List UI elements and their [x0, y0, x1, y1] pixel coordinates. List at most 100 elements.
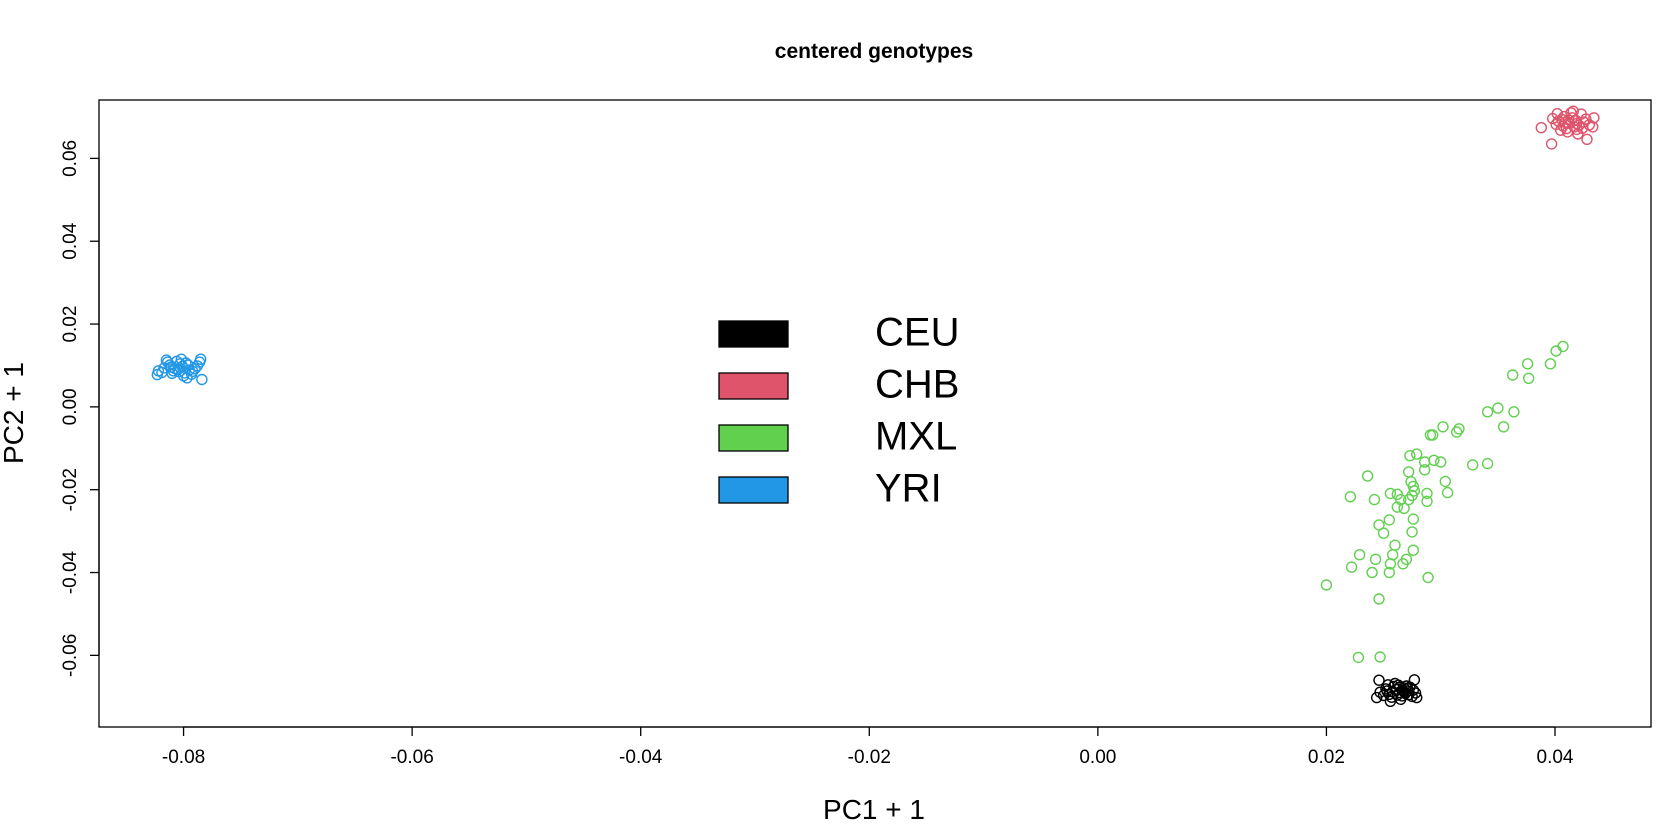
- y-tick-label: 0.02: [60, 306, 81, 343]
- y-tick-label: -0.02: [60, 468, 81, 511]
- data-point: [1368, 493, 1381, 506]
- data-point: [1353, 549, 1366, 561]
- data-point: [1384, 558, 1397, 570]
- data-point: [1418, 464, 1431, 476]
- x-axis: -0.08 -0.06 -0.04 -0.02 0.00 0.02 0.04: [162, 726, 1574, 768]
- data-point: [196, 373, 208, 386]
- data-point: [1426, 429, 1439, 441]
- data-points: [151, 105, 1600, 707]
- data-point: [1398, 502, 1410, 514]
- data-point: [1386, 549, 1399, 561]
- data-point: [1406, 526, 1418, 538]
- data-point: [1384, 695, 1397, 707]
- data-point: [1521, 358, 1534, 370]
- data-point: [1581, 133, 1593, 146]
- data-point: [1400, 553, 1413, 565]
- data-point: [1506, 369, 1519, 381]
- data-point: [1407, 513, 1420, 525]
- x-tick-label: -0.02: [848, 747, 891, 768]
- y-axis-label: PC2 + 1: [0, 362, 29, 464]
- data-point: [1408, 674, 1421, 686]
- data-point: [175, 353, 188, 365]
- data-point: [1320, 579, 1333, 591]
- data-point: [1366, 566, 1378, 579]
- data-point: [1492, 402, 1504, 414]
- legend-label: MXL: [875, 415, 957, 459]
- data-point: [1383, 514, 1396, 526]
- plot-area-frame: [98, 99, 1652, 728]
- data-point: [1522, 372, 1535, 384]
- data-point: [1535, 121, 1548, 134]
- legend-item-chb: CHB: [718, 363, 959, 407]
- legend-swatch: [718, 476, 789, 504]
- data-point: [1428, 454, 1440, 466]
- y-tick-label: -0.06: [60, 634, 81, 677]
- data-point: [1575, 108, 1588, 120]
- series-mxl: [1320, 340, 1569, 664]
- y-tick-label: 0.04: [60, 222, 81, 259]
- legend-label: CEU: [875, 311, 959, 355]
- x-tick-label: 0.04: [1537, 747, 1574, 768]
- data-point: [1407, 544, 1420, 556]
- legend-swatch: [718, 424, 789, 452]
- data-point: [1557, 340, 1569, 353]
- data-point: [1421, 487, 1433, 500]
- data-point: [1401, 682, 1414, 695]
- data-point: [1466, 459, 1479, 471]
- legend-label: YRI: [875, 467, 942, 511]
- legend-item-yri: YRI: [718, 467, 942, 511]
- data-point: [1567, 105, 1580, 117]
- legend-swatch: [718, 372, 789, 400]
- data-point: [174, 358, 186, 370]
- data-point: [1398, 686, 1410, 698]
- data-point: [1383, 566, 1396, 579]
- data-point: [1344, 491, 1357, 503]
- data-point: [1556, 113, 1568, 126]
- y-tick-label: -0.04: [60, 550, 81, 594]
- data-point: [1373, 674, 1385, 686]
- legend-swatch: [718, 320, 789, 348]
- data-point: [1570, 117, 1583, 130]
- data-point: [1352, 651, 1365, 664]
- data-point: [1421, 495, 1433, 507]
- data-point: [1437, 421, 1449, 433]
- data-point: [1424, 429, 1437, 441]
- data-point: [1370, 691, 1383, 704]
- y-axis: -0.06 -0.04 -0.02 0.00 0.02 0.04 0.06: [60, 140, 100, 677]
- data-point: [1384, 487, 1397, 500]
- series-ceu: [1370, 674, 1423, 707]
- data-point: [1434, 456, 1447, 468]
- data-point: [1345, 561, 1358, 573]
- data-point: [1381, 685, 1393, 697]
- x-tick-label: -0.06: [390, 747, 433, 768]
- legend-item-mxl: MXL: [718, 415, 957, 459]
- data-point: [1391, 501, 1404, 513]
- series-yri: [151, 353, 208, 386]
- data-point: [1410, 691, 1423, 704]
- data-point: [1389, 539, 1401, 551]
- data-point: [1441, 486, 1454, 499]
- legend-item-ceu: CEU: [718, 311, 959, 355]
- legend-label: CHB: [875, 363, 959, 407]
- data-point: [1369, 553, 1382, 565]
- data-point: [186, 365, 199, 377]
- data-point: [172, 363, 184, 376]
- data-point: [1410, 448, 1423, 460]
- data-point: [1588, 112, 1600, 124]
- x-tick-label: 0.00: [1079, 747, 1116, 768]
- x-tick-label: 0.02: [1308, 747, 1345, 768]
- data-point: [1361, 470, 1374, 482]
- data-point: [151, 368, 164, 381]
- x-tick-label: -0.08: [162, 747, 205, 768]
- data-point: [194, 353, 207, 365]
- data-point: [1439, 475, 1452, 488]
- chart-title: centered genotypes: [775, 40, 973, 63]
- data-point: [1550, 345, 1562, 357]
- legend: CEU CHB MXL YRI: [718, 311, 959, 511]
- x-tick-label: -0.04: [619, 747, 663, 768]
- data-point: [1382, 679, 1394, 691]
- y-tick-label: 0.06: [60, 140, 81, 177]
- data-point: [1481, 406, 1494, 418]
- data-point: [1544, 358, 1557, 370]
